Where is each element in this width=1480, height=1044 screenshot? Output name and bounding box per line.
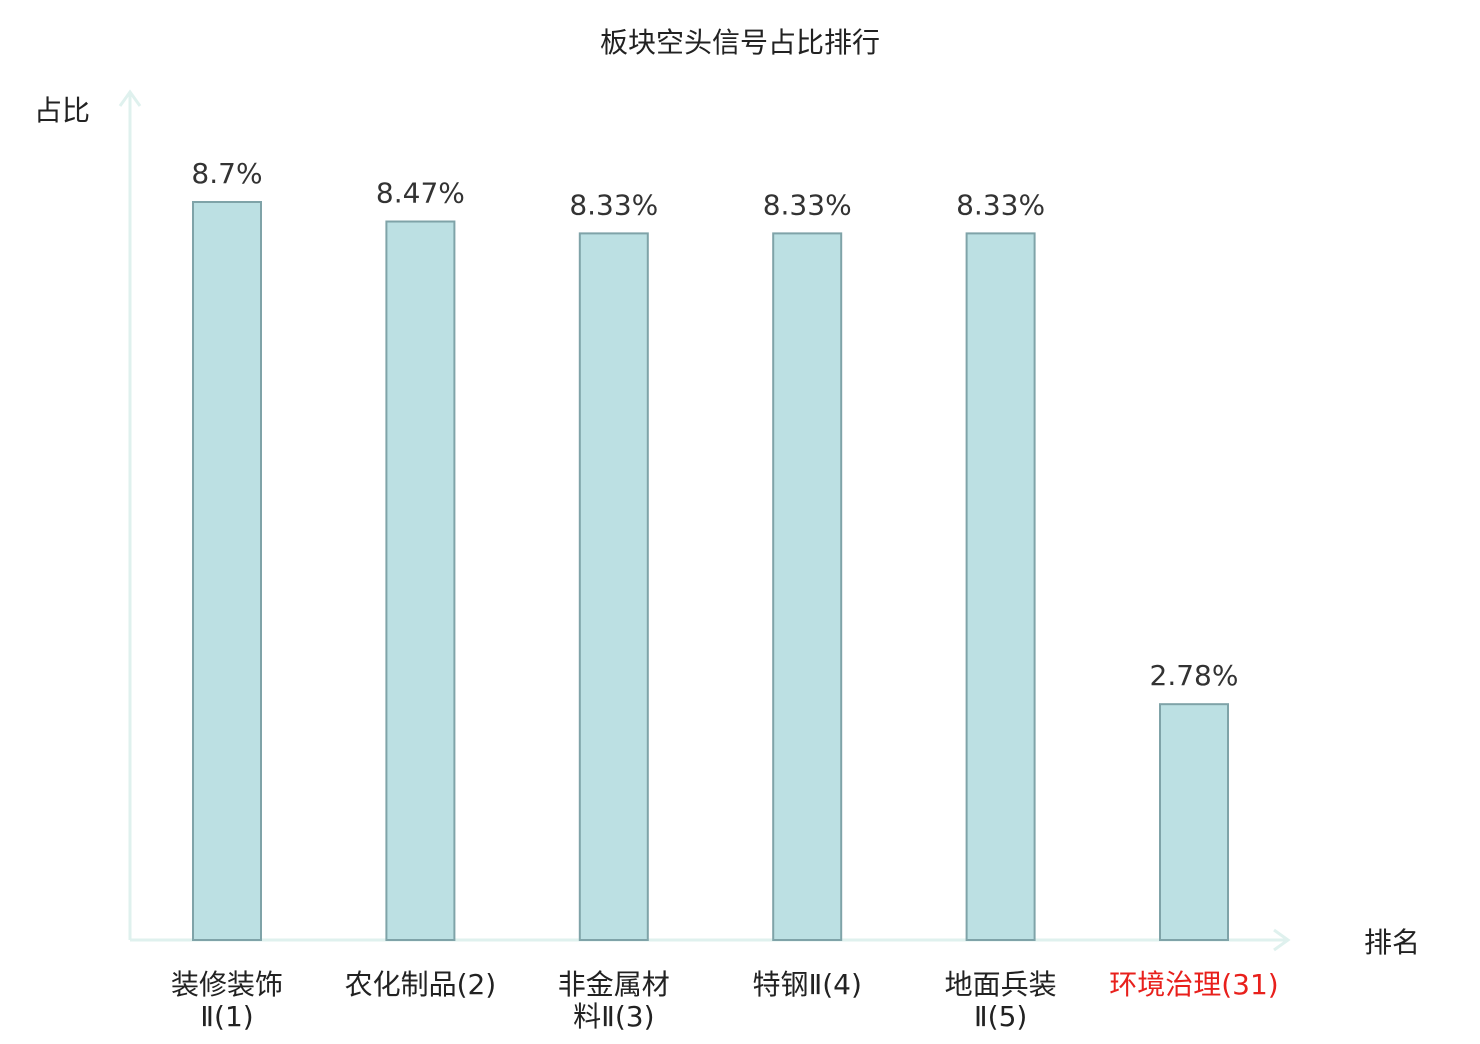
- x-tick-label: 特钢Ⅱ(4): [752, 968, 861, 1001]
- y-axis-arrow: [118, 89, 142, 107]
- x-tick-label: 环境治理(31): [1109, 968, 1278, 1001]
- value-labels-group: 8.7% 8.47% 8.33% 8.33% 8.33% 2.78%: [191, 157, 1238, 692]
- x-tick-labels-group: 装修装饰 Ⅱ(1) 农化制品(2) 非金属材料Ⅱ(3) 特钢Ⅱ(4) 地面兵装 Ⅱ(5) 环境…: [171, 968, 1279, 1033]
- bar: [578, 232, 649, 941]
- bar-value-label: 8.33%: [763, 188, 852, 221]
- bar: [965, 232, 1036, 941]
- x-tick-label-line: Ⅱ(1): [200, 1000, 253, 1033]
- x-tick-label-line: 农化制品(2): [345, 968, 497, 1001]
- x-tick-label-line: 装修装饰: [171, 968, 283, 1001]
- x-tick-label-line: 地面兵装: [945, 968, 1057, 1001]
- bar-value-label: 8.47%: [376, 177, 465, 210]
- x-axis-arrow: [1273, 928, 1291, 952]
- bar: [385, 220, 456, 942]
- bar: [1159, 703, 1229, 942]
- bar: [772, 232, 843, 941]
- axes: [118, 89, 1291, 952]
- bars-group: [192, 201, 1229, 942]
- bar: [192, 201, 262, 941]
- x-tick-label: 非金属材料Ⅱ(3): [558, 968, 670, 1033]
- x-tick-label-line: 非金属材: [558, 968, 670, 1001]
- bar-value-label: 8.33%: [569, 188, 658, 221]
- x-tick-label-line: 特钢Ⅱ(4): [752, 968, 861, 1001]
- bar-value-label: 2.78%: [1150, 659, 1239, 692]
- x-tick-label-line: 环境治理(31): [1109, 968, 1278, 1001]
- bar-value-label: 8.7%: [191, 157, 262, 190]
- x-axis-label: 排名: [1364, 926, 1420, 959]
- bar-value-label: 8.33%: [956, 188, 1045, 221]
- chart-title: 板块空头信号占比排行: [600, 26, 880, 59]
- x-tick-label: 农化制品(2): [345, 968, 497, 1001]
- x-tick-label: 地面兵装 Ⅱ(5): [945, 968, 1057, 1033]
- x-tick-label: 装修装饰 Ⅱ(1): [171, 968, 283, 1033]
- x-tick-label-line: Ⅱ(5): [974, 1000, 1027, 1033]
- y-axis-label: 占比: [34, 94, 90, 127]
- x-tick-label-line: 料Ⅱ(3): [573, 1000, 654, 1033]
